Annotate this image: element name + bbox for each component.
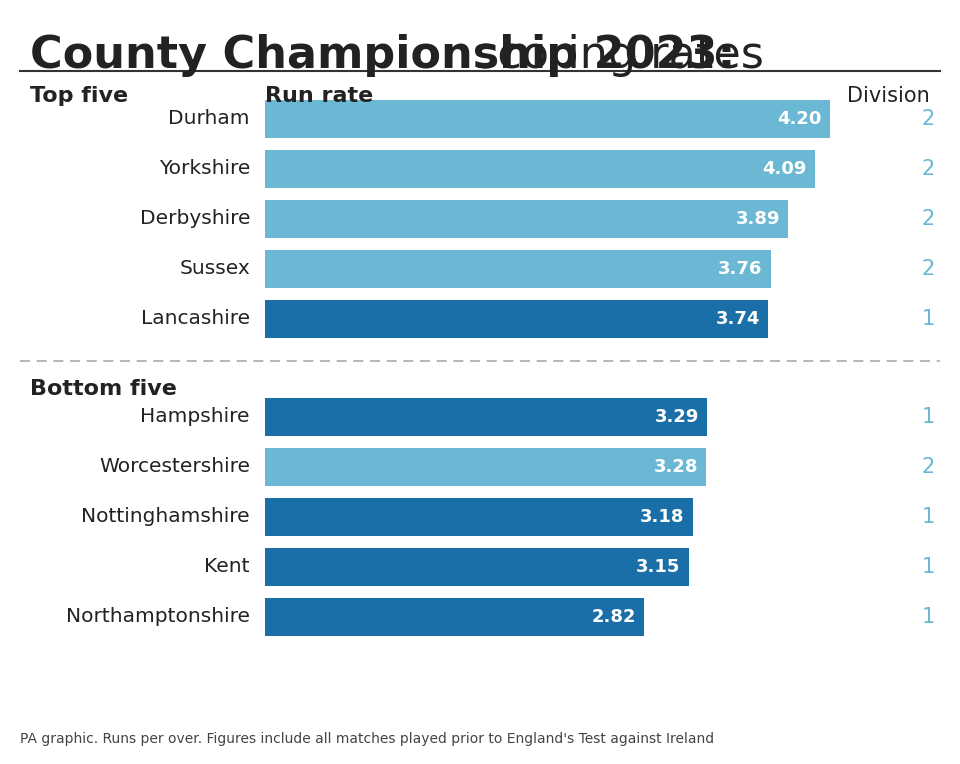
Text: Sussex: Sussex bbox=[180, 260, 250, 279]
Text: Northamptonshire: Northamptonshire bbox=[66, 607, 250, 626]
Bar bbox=[265, 300, 768, 338]
Text: Durham: Durham bbox=[169, 109, 250, 128]
Text: 1: 1 bbox=[922, 557, 935, 577]
Text: Kent: Kent bbox=[204, 558, 250, 577]
Text: 2: 2 bbox=[922, 109, 935, 129]
Text: 2.82: 2.82 bbox=[591, 608, 636, 626]
Bar bbox=[265, 150, 815, 188]
Text: Nottinghamshire: Nottinghamshire bbox=[82, 507, 250, 526]
Text: Worcestershire: Worcestershire bbox=[99, 458, 250, 477]
Text: 2: 2 bbox=[922, 209, 935, 229]
Text: 1: 1 bbox=[922, 607, 935, 627]
Text: 4.20: 4.20 bbox=[778, 110, 822, 128]
Bar bbox=[265, 448, 706, 486]
Text: 3.29: 3.29 bbox=[655, 408, 699, 426]
Text: 3.15: 3.15 bbox=[636, 558, 681, 576]
Text: Yorkshire: Yorkshire bbox=[158, 160, 250, 179]
Text: 3.18: 3.18 bbox=[640, 508, 684, 526]
Text: 4.09: 4.09 bbox=[762, 160, 806, 178]
Text: County Championship 2023:: County Championship 2023: bbox=[30, 34, 735, 77]
Text: 3.89: 3.89 bbox=[735, 210, 780, 228]
Text: 3.76: 3.76 bbox=[718, 260, 762, 278]
Text: 2: 2 bbox=[922, 259, 935, 279]
Text: Run rate: Run rate bbox=[265, 86, 373, 106]
Text: Derbyshire: Derbyshire bbox=[139, 209, 250, 228]
Text: 3.74: 3.74 bbox=[715, 310, 759, 328]
Text: 1: 1 bbox=[922, 407, 935, 427]
Text: PA graphic. Runs per over. Figures include all matches played prior to England's: PA graphic. Runs per over. Figures inclu… bbox=[20, 732, 714, 746]
Bar bbox=[265, 250, 771, 288]
Bar bbox=[265, 548, 688, 586]
Text: scoring rates: scoring rates bbox=[460, 34, 764, 77]
Text: Lancashire: Lancashire bbox=[141, 309, 250, 329]
Bar bbox=[265, 398, 708, 436]
Bar bbox=[265, 598, 644, 636]
Text: 2: 2 bbox=[922, 159, 935, 179]
Text: 3.28: 3.28 bbox=[654, 458, 698, 476]
Text: Top five: Top five bbox=[30, 86, 128, 106]
Text: 1: 1 bbox=[922, 309, 935, 329]
Text: Bottom five: Bottom five bbox=[30, 379, 177, 399]
Bar bbox=[265, 498, 692, 536]
Text: 1: 1 bbox=[922, 507, 935, 527]
Text: Hampshire: Hampshire bbox=[140, 407, 250, 426]
Text: Division: Division bbox=[848, 86, 930, 106]
Bar bbox=[265, 100, 829, 138]
Text: 2: 2 bbox=[922, 457, 935, 477]
Bar bbox=[265, 200, 788, 238]
